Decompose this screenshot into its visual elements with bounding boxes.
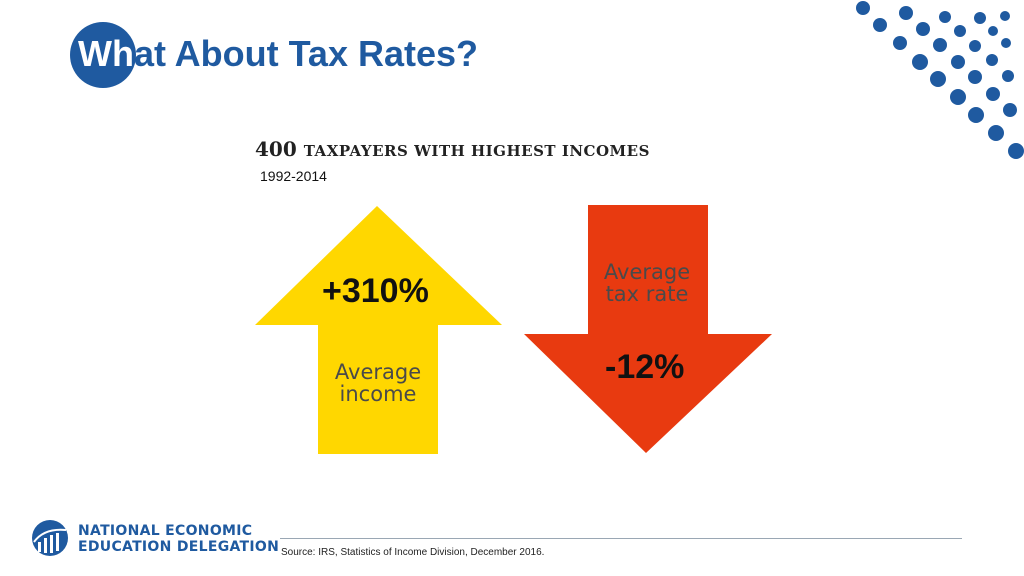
tax-rate-change-value: -12% — [605, 348, 685, 386]
income-up-arrow — [255, 206, 502, 454]
organization-name: NATIONAL ECONOMIC EDUCATION DELEGATION — [78, 523, 279, 555]
headline-number: 400 — [255, 137, 297, 161]
tax-rate-down-arrow — [524, 205, 772, 453]
slide-title: What About Tax Rates? — [78, 34, 478, 74]
title-circle-accent — [70, 22, 136, 88]
headline-text: TAXPAYERS WITH HIGHEST INCOMES — [303, 142, 650, 160]
org-line2: EDUCATION DELEGATION — [78, 539, 280, 555]
title-main-text: at About Tax Rates? — [133, 33, 479, 74]
income-arrow-label: Average income — [308, 361, 448, 405]
footer-divider — [280, 538, 962, 539]
year-range: 1992-2014 — [260, 168, 327, 184]
tax-label-line2: tax rate — [605, 282, 689, 306]
income-label-line2: income — [339, 382, 417, 406]
income-label-line1: Average — [334, 360, 422, 384]
tax-rate-arrow-label: Average tax rate — [577, 261, 717, 305]
org-line1: NATIONAL ECONOMIC — [78, 523, 253, 539]
nee-logo-icon — [32, 520, 68, 556]
income-change-value: +310% — [322, 272, 429, 310]
chart-headline: 400 TAXPAYERS WITH HIGHEST INCOMES — [255, 137, 650, 161]
title-highlight-text: Wh — [78, 33, 134, 74]
source-note: Source: IRS, Statistics of Income Divisi… — [281, 547, 545, 558]
tax-label-line1: Average — [603, 260, 691, 284]
